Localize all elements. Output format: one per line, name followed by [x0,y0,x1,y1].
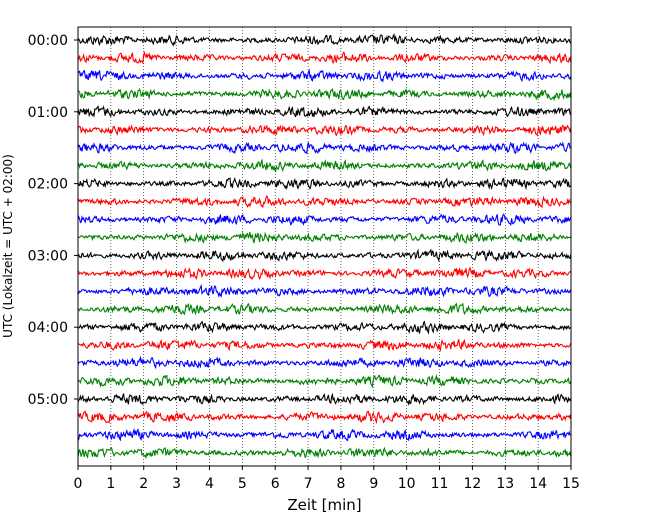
x-tick-label: 10 [398,476,416,492]
y-tick-label: 05:00 [28,392,68,408]
y-tick-label: 02:00 [28,177,68,193]
trace-line [77,213,572,227]
trace-line [77,87,572,102]
x-axis-label: Zeit [min] [287,496,361,514]
trace-line [77,410,572,425]
x-axis: 0 1 2 3 4 5 6 7 8 9 10 11 12 13 14 15 [74,466,580,492]
trace-line [77,392,572,406]
x-tick-label: 11 [431,476,449,492]
x-tick-label: 5 [238,476,247,492]
x-tick-label: 12 [463,476,481,492]
x-tick-label: 2 [139,476,148,492]
trace-line [77,320,572,335]
traces [77,33,572,460]
plot-frame [77,26,572,467]
x-tick-label: 6 [271,476,280,492]
trace-line [77,338,572,353]
trace-line [77,141,571,155]
trace-line [77,248,572,263]
y-tick-label: 00:00 [28,33,68,49]
plot-background [78,27,571,466]
trace-line [77,68,572,83]
x-tick-label: 7 [304,476,313,492]
y-tick-label: 04:00 [28,320,68,336]
x-tick-label: 14 [529,476,547,492]
x-tick-label: 4 [205,476,214,492]
x-tick-label: 3 [172,476,181,492]
trace-line [77,427,572,442]
trace-line [77,283,572,298]
trace-line [77,355,572,370]
x-tick-label: 8 [336,476,345,492]
trace-line [77,176,572,191]
trace-line [77,105,572,118]
trace-line [77,124,572,137]
y-tick-label: 01:00 [28,105,68,121]
x-tick-label: 0 [74,476,83,492]
x-tick-label: 15 [562,476,580,492]
trace-line [77,374,572,389]
grid-lines [110,27,539,466]
y-axis: 00:00 01:00 02:00 03:00 04:00 05:00 [28,33,78,408]
trace-line [77,446,572,460]
trace-line [77,194,572,209]
trace-line [77,158,572,173]
x-tick-label: 13 [496,476,514,492]
x-tick-label: 9 [369,476,378,492]
trace-line [77,231,572,245]
trace-line [77,33,572,47]
y-tick-label: 03:00 [28,248,68,264]
trace-line [77,266,572,281]
x-tick-label: 1 [106,476,115,492]
y-axis-label: UTC (Lokalzeit = UTC + 02:00) [1,154,15,338]
trace-line [77,50,572,65]
trace-line [77,302,571,316]
